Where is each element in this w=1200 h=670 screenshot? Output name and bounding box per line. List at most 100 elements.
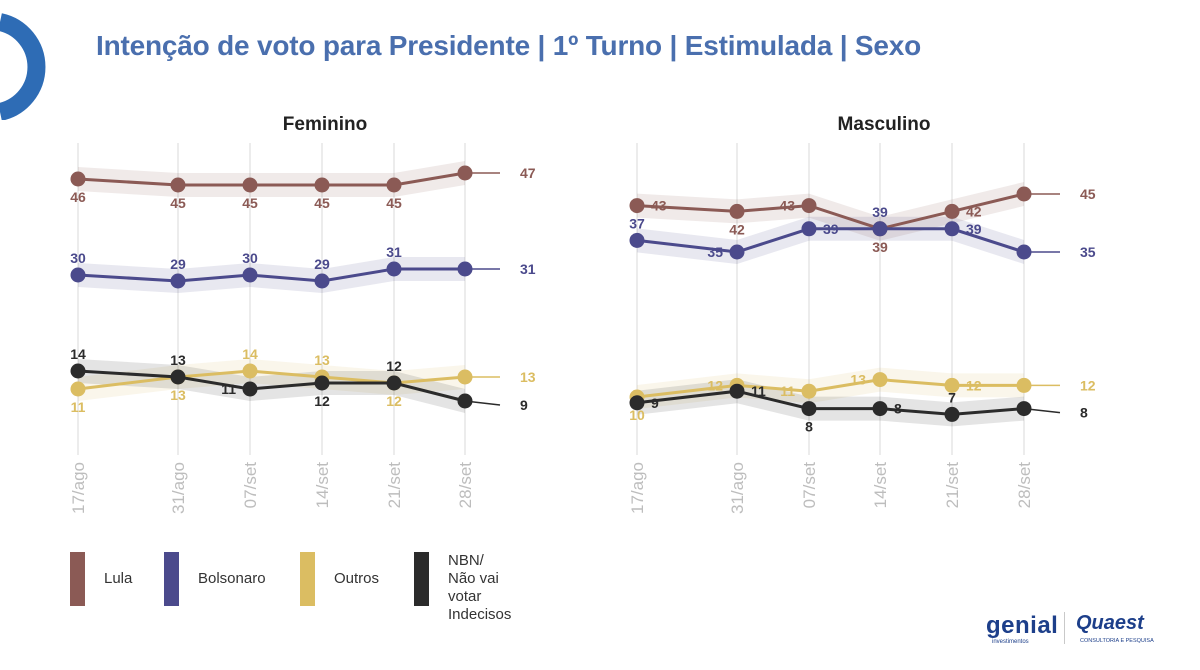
- point-bolsonaro: [1016, 244, 1032, 260]
- point-outros: [242, 363, 258, 379]
- quaest-logo-subtext: CONSULTORIA E PESQUISA: [1080, 638, 1154, 644]
- point-bolsonaro: [457, 261, 473, 277]
- point-nbn: [314, 375, 330, 391]
- data-label-nbn: 12: [386, 358, 402, 374]
- data-label-bolsonaro: 31: [520, 261, 536, 277]
- data-label-bolsonaro: 29: [170, 256, 186, 272]
- data-label-bolsonaro: 39: [966, 221, 982, 237]
- genial-logo: genial investimentos: [986, 612, 1059, 645]
- point-bolsonaro: [801, 221, 817, 237]
- point-nbn: [944, 406, 960, 422]
- point-lula: [944, 203, 960, 219]
- chart-feminino: Feminino 17/ago 31/ago 07/set 14/set 21/set 28…: [69, 114, 536, 514]
- legend-swatch-lula: [70, 552, 85, 606]
- point-lula: [629, 198, 645, 214]
- legend-swatch-nbn: [414, 552, 429, 606]
- data-label-lula: 43: [779, 198, 795, 214]
- point-nbn: [729, 383, 745, 399]
- data-label-outros: 10: [629, 407, 645, 423]
- series-line-outros: [636, 378, 1024, 399]
- quaest-logo: Quaest CONSULTORIA E PESQUISA: [1076, 612, 1154, 644]
- data-label-nbn: 13: [170, 352, 186, 368]
- data-label-lula: 42: [729, 221, 745, 237]
- point-lula: [457, 165, 473, 181]
- data-label-bolsonaro: 30: [242, 250, 258, 266]
- point-nbn: [170, 369, 186, 385]
- corner-arc-decoration: [0, 13, 46, 120]
- point-lula: [242, 177, 258, 193]
- point-outros: [872, 372, 888, 388]
- data-label-bolsonaro: 29: [314, 256, 330, 272]
- data-label-bolsonaro: 35: [1080, 244, 1096, 260]
- genial-logo-text: genial: [986, 612, 1059, 639]
- point-outros: [944, 377, 960, 393]
- chart-title: Masculino: [838, 114, 931, 135]
- point-nbn: [872, 401, 888, 417]
- x-tick-label: 07/set: [241, 462, 260, 509]
- data-label-outros: 13: [850, 372, 866, 388]
- data-label-nbn: 8: [1080, 405, 1088, 421]
- series-line-lula: [77, 171, 466, 187]
- legend-swatch-outros: [300, 552, 315, 606]
- data-label-lula: 47: [520, 165, 536, 181]
- data-label-bolsonaro: 31: [386, 244, 402, 260]
- logo-divider: [1064, 612, 1065, 644]
- legend-label-nbn: NBN/ Não vai votar Indecisos: [448, 552, 512, 623]
- data-label-bolsonaro: 39: [823, 221, 839, 237]
- quaest-logo-text: Quaest: [1076, 612, 1144, 634]
- series-line-nbn: [77, 369, 466, 403]
- legend-label-lula: Lula: [104, 570, 133, 587]
- point-bolsonaro: [314, 273, 330, 289]
- x-tick-label: 31/ago: [728, 462, 747, 514]
- point-lula: [170, 177, 186, 193]
- data-label-bolsonaro: 37: [629, 215, 645, 231]
- point-nbn: [629, 395, 645, 411]
- data-label-outros: 13: [520, 369, 536, 385]
- data-label-lula: 46: [70, 189, 86, 205]
- point-lula: [386, 177, 402, 193]
- data-label-nbn: 9: [520, 397, 528, 413]
- data-label-lula: 45: [1080, 186, 1096, 202]
- data-label-outros: 14: [242, 346, 258, 362]
- point-bolsonaro: [729, 244, 745, 260]
- point-outros: [1016, 377, 1032, 393]
- point-nbn: [242, 381, 258, 397]
- x-tick-label: 21/set: [385, 462, 404, 509]
- data-label-nbn: 11: [751, 383, 766, 399]
- series-line-nbn: [636, 389, 1025, 416]
- band-bolsonaro: [78, 257, 465, 293]
- page-title: Intenção de voto para Presidente | 1º Tu…: [96, 30, 922, 61]
- data-label-lula: 42: [966, 203, 982, 219]
- legend-label-outros: Outros: [334, 570, 380, 587]
- data-label-nbn: 12: [314, 393, 330, 409]
- data-label-lula: 45: [314, 195, 330, 211]
- data-label-outros: 12: [1080, 377, 1096, 393]
- series-line-lula: [636, 192, 1025, 231]
- data-label-nbn: 11: [221, 381, 236, 397]
- point-lula: [729, 203, 745, 219]
- data-label-outros: 11: [71, 399, 86, 415]
- x-tick-label: 28/set: [1015, 462, 1034, 509]
- point-nbn: [1016, 401, 1032, 417]
- point-nbn: [386, 375, 402, 391]
- data-label-outros: 12: [707, 377, 723, 393]
- point-lula: [801, 198, 817, 214]
- x-tick-label: 07/set: [800, 462, 819, 509]
- data-label-nbn: 7: [948, 389, 956, 405]
- data-label-lula: 43: [651, 198, 667, 214]
- data-label-outros: 12: [386, 393, 402, 409]
- data-label-nbn: 14: [70, 346, 86, 362]
- point-bolsonaro: [170, 273, 186, 289]
- data-label-nbn: 9: [651, 395, 659, 411]
- data-label-lula: 45: [242, 195, 258, 211]
- point-bolsonaro: [629, 232, 645, 248]
- genial-logo-subtext: investimentos: [992, 639, 1029, 645]
- data-label-lula: 39: [872, 239, 888, 255]
- point-bolsonaro: [386, 261, 402, 277]
- data-label-outros: 12: [966, 377, 982, 393]
- data-label-bolsonaro: 35: [707, 244, 723, 260]
- chart-title: Feminino: [283, 114, 367, 135]
- data-label-lula: 45: [170, 195, 186, 211]
- band-lula: [78, 161, 465, 197]
